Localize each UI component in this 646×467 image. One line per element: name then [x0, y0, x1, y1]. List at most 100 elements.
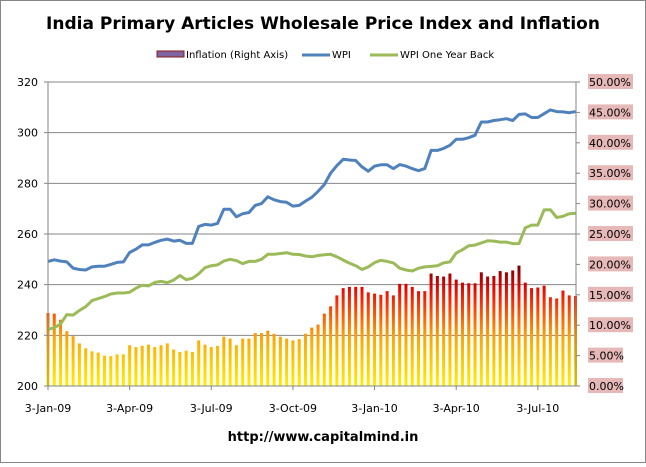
inflation-bar	[234, 345, 238, 386]
inflation-bar	[498, 271, 502, 386]
footer-url: http://www.capitalmind.in	[228, 430, 419, 445]
legend-swatch-inflation	[156, 50, 185, 58]
inflation-bar	[297, 339, 301, 386]
x-axis-label: 3-Jul-10	[516, 402, 559, 415]
inflation-bar	[316, 324, 320, 386]
right-axis-label-bg	[588, 347, 623, 363]
inflation-bar	[209, 347, 213, 386]
wpi-one-year-back-line	[47, 208, 576, 331]
x-axis-label: 3-Jan-10	[351, 402, 398, 415]
right-axis-label-bg	[588, 378, 623, 393]
left-axis-label: 260	[17, 228, 38, 241]
inflation-bar	[486, 276, 490, 386]
inflation-bar	[504, 272, 508, 386]
inflation-bar	[103, 355, 107, 386]
right-axis-label: 50.00%	[589, 76, 631, 89]
wpi-line	[47, 108, 576, 272]
inflation-bar	[391, 295, 395, 386]
chart-title: India Primary Articles Wholesale Price I…	[46, 14, 600, 34]
left-axis-label: 240	[17, 279, 38, 292]
wpi-lines	[47, 108, 576, 331]
inflation-bar	[329, 306, 333, 386]
right-axis-label-bg	[588, 165, 633, 181]
inflation-bar	[460, 282, 464, 386]
inflation-bar	[542, 285, 546, 386]
inflation-bar	[247, 338, 251, 386]
legend-label-wpi-back: WPI One Year Back	[400, 50, 494, 61]
legend-label-wpi: WPI	[332, 50, 351, 61]
inflation-bar	[442, 276, 446, 386]
inflation-bar	[121, 354, 125, 386]
right-axis-label: 5.00%	[589, 350, 624, 363]
x-axis-label: 3-Jul-09	[190, 402, 233, 415]
inflation-bar	[322, 313, 326, 386]
inflation-bar	[228, 338, 232, 386]
inflation-bar	[435, 275, 439, 386]
right-axis-label-bg	[588, 195, 633, 211]
right-axis-label: 0.00%	[589, 380, 624, 393]
inflation-bar	[260, 333, 264, 386]
inflation-bar	[178, 351, 182, 386]
right-axis-label: 35.00%	[589, 167, 631, 180]
right-axis-label-bg	[588, 256, 633, 272]
right-axis-label: 15.00%	[589, 289, 631, 302]
inflation-bar	[285, 338, 289, 386]
right-axis-label-bg	[588, 226, 633, 241]
inflation-bar	[303, 333, 307, 386]
x-axis-label: 3-Oct-09	[269, 402, 317, 415]
inflation-bar	[523, 282, 527, 386]
inflation-bar	[561, 290, 565, 386]
inflation-bar	[454, 279, 458, 386]
inflation-bar	[555, 298, 559, 386]
inflation-bar	[548, 297, 552, 386]
inflation-bar	[404, 283, 408, 386]
right-axis-label-bg	[588, 104, 633, 120]
inflation-bar	[52, 313, 56, 386]
inflation-bar	[222, 336, 226, 386]
x-axis-label: 3-Apr-10	[433, 402, 480, 415]
inflation-bar	[398, 283, 402, 386]
inflation-bar	[379, 294, 383, 386]
inflation-bar	[77, 343, 81, 386]
axes: 200 220 240 260 280 300 320 0.00% 5.00% 10.00% 15.…	[17, 74, 633, 415]
inflation-bar	[366, 292, 370, 386]
inflation-bar	[140, 345, 144, 386]
inflation-bar	[467, 283, 471, 386]
right-axis-label: 40.00%	[589, 137, 631, 150]
inflation-bar	[128, 345, 132, 386]
left-axis-label: 200	[17, 380, 38, 393]
inflation-bar	[71, 336, 75, 386]
inflation-bar	[385, 291, 389, 386]
inflation-bar	[448, 273, 452, 386]
inflation-bar	[410, 286, 414, 386]
inflation-bar	[347, 286, 351, 386]
left-axis-label: 220	[17, 329, 38, 342]
inflation-bar	[184, 350, 188, 386]
inflation-bar	[517, 265, 521, 386]
inflation-bar	[253, 333, 257, 386]
inflation-bar	[354, 286, 358, 386]
inflation-bar	[423, 291, 427, 386]
inflation-bar	[417, 291, 421, 386]
inflation-bar	[165, 343, 169, 386]
legend: Inflation (Right Axis) WPI WPI One Year …	[156, 50, 494, 61]
inflation-bar	[203, 344, 207, 386]
inflation-bar	[59, 319, 63, 386]
inflation-bar	[278, 336, 282, 386]
right-axis-label: 25.00%	[589, 228, 631, 241]
inflation-bar	[479, 272, 483, 386]
inflation-bar	[530, 288, 534, 386]
right-axis-label: 45.00%	[589, 106, 631, 119]
inflation-bar	[109, 356, 113, 386]
inflation-bar	[84, 348, 88, 386]
right-axis-label-bg	[588, 317, 633, 333]
inflation-bar	[567, 295, 571, 386]
inflation-bar	[429, 273, 433, 386]
inflation-bar	[190, 351, 194, 386]
inflation-bar	[291, 340, 295, 386]
inflation-bar	[272, 333, 276, 386]
inflation-bar	[492, 275, 496, 386]
